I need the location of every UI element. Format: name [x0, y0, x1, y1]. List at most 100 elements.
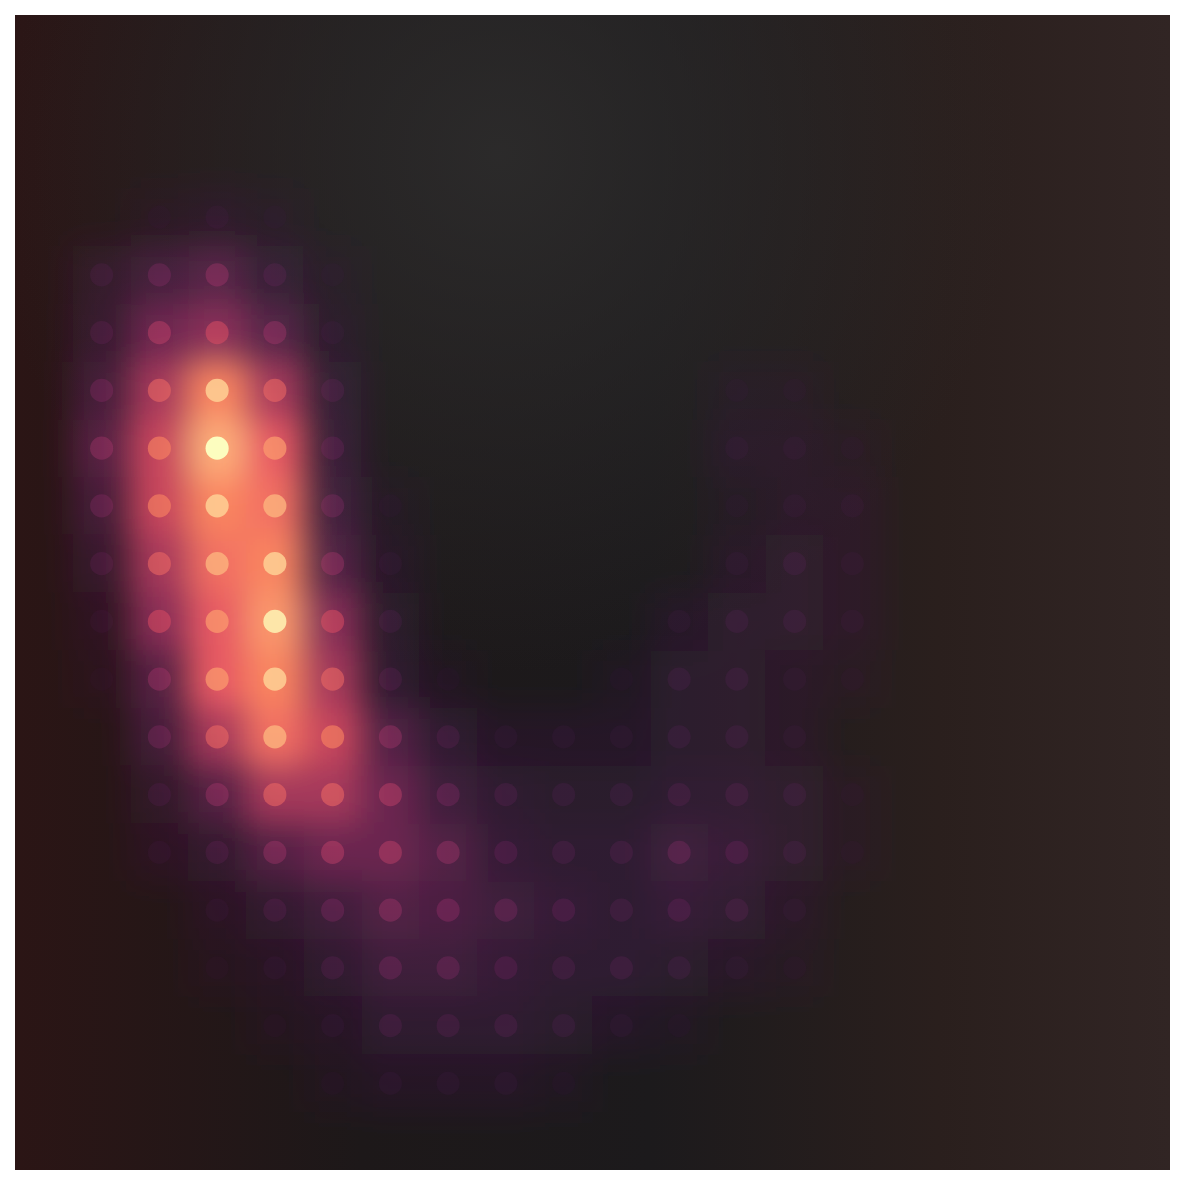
cell	[1130, 783, 1153, 806]
cell	[437, 552, 460, 575]
cell-glow	[708, 824, 766, 882]
plot-background	[15, 15, 1170, 1170]
cell	[1014, 1130, 1037, 1153]
cell-glow	[477, 939, 535, 997]
cell-glow	[73, 188, 131, 246]
cell-glow	[304, 881, 362, 939]
cell-glow	[304, 15, 362, 73]
cell-glow	[419, 1112, 477, 1170]
cell-glow	[535, 1055, 593, 1113]
cell	[263, 148, 286, 171]
cell-glow	[304, 1055, 362, 1113]
cell	[206, 725, 229, 748]
cell	[321, 725, 344, 748]
cell-glow	[362, 15, 420, 73]
cell-glow	[419, 708, 477, 766]
cell	[321, 379, 344, 402]
cell	[379, 379, 402, 402]
cell	[321, 1072, 344, 1095]
cell-glow	[304, 304, 362, 362]
cell-glow	[188, 15, 246, 73]
cell	[668, 552, 691, 575]
cell	[148, 668, 171, 691]
cell-glow	[1055, 1112, 1113, 1170]
cell-glow	[650, 1112, 708, 1170]
cell-glow	[708, 939, 766, 997]
cell-glow	[304, 650, 362, 708]
cell	[552, 494, 575, 517]
cell-glow	[766, 881, 824, 939]
cell-glow	[650, 535, 708, 593]
cell-glow	[246, 477, 304, 535]
cell	[552, 668, 575, 691]
cell-glow	[131, 997, 189, 1055]
cell	[32, 956, 55, 979]
cell	[1072, 148, 1095, 171]
cell-glow	[1055, 766, 1113, 824]
cell-glow	[1055, 419, 1113, 477]
cell-glow	[881, 477, 939, 535]
cell-glow	[939, 1055, 997, 1113]
cell	[32, 725, 55, 748]
cell-glow	[362, 1112, 420, 1170]
cell	[668, 494, 691, 517]
cell	[206, 668, 229, 691]
cell-glow	[535, 73, 593, 131]
cell	[783, 956, 806, 979]
cell	[610, 841, 633, 864]
cell	[148, 552, 171, 575]
cell-glow	[824, 304, 882, 362]
cell-glow	[1055, 304, 1113, 362]
cell	[206, 956, 229, 979]
cell	[956, 783, 979, 806]
cell	[725, 956, 748, 979]
cell	[841, 1072, 864, 1095]
cell	[90, 206, 113, 229]
cell-glow	[419, 131, 477, 189]
cell	[321, 321, 344, 344]
cell	[263, 552, 286, 575]
cell-glow	[131, 419, 189, 477]
cell	[783, 1130, 806, 1153]
cell	[1014, 32, 1037, 55]
cell	[841, 1130, 864, 1153]
cell-glow	[766, 593, 824, 651]
plot-glow	[15, 15, 1170, 1170]
cell-glow	[15, 419, 73, 477]
cell	[90, 899, 113, 922]
cell-glow	[939, 419, 997, 477]
cell	[668, 148, 691, 171]
cell	[841, 610, 864, 633]
cell	[1014, 148, 1037, 171]
cell	[90, 725, 113, 748]
cell	[148, 1072, 171, 1095]
cell-glow	[477, 362, 535, 420]
cell-glow	[881, 419, 939, 477]
cell-glow	[593, 477, 651, 535]
cell-glow	[131, 535, 189, 593]
cell-glow	[419, 362, 477, 420]
cell-glow	[73, 362, 131, 420]
cell	[841, 725, 864, 748]
cell	[32, 668, 55, 691]
cell	[379, 956, 402, 979]
cell-glow	[997, 477, 1055, 535]
cell-glow	[939, 650, 997, 708]
cell	[206, 494, 229, 517]
cell	[725, 1014, 748, 1037]
cell-glow	[997, 939, 1055, 997]
cell-glow	[188, 246, 246, 304]
cell-glow	[188, 73, 246, 131]
cell	[379, 1072, 402, 1095]
cell	[841, 1014, 864, 1037]
cell-glow	[419, 650, 477, 708]
cell-glow	[881, 131, 939, 189]
cell	[206, 90, 229, 113]
cell	[32, 1130, 55, 1153]
cell-glow	[535, 304, 593, 362]
cell	[552, 379, 575, 402]
cell	[263, 90, 286, 113]
cell-glow	[246, 708, 304, 766]
cell	[899, 379, 922, 402]
cell	[841, 783, 864, 806]
